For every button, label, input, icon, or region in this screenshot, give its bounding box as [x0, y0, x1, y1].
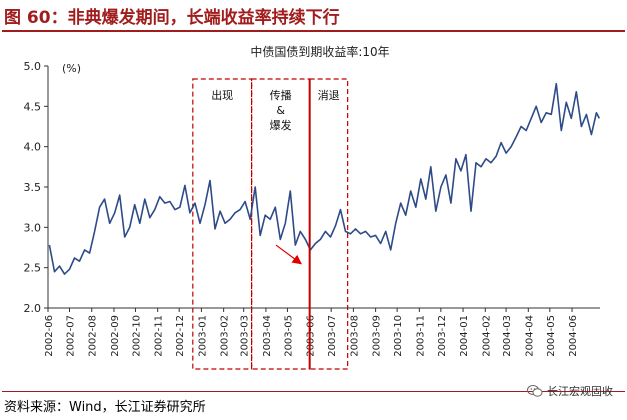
- phase-frame: [309, 78, 349, 370]
- phase-frame: [192, 78, 253, 370]
- series-layer: [48, 82, 601, 275]
- x-tick-label: 2003-06: [306, 315, 317, 357]
- x-tick-label: 2002-12: [175, 315, 186, 357]
- y-tick-label: 2.5: [24, 262, 42, 275]
- x-tick-label: 2004-06: [568, 315, 579, 357]
- x-tick-label: 2002-08: [88, 315, 99, 357]
- x-tick-label: 2004-05: [546, 315, 557, 357]
- footer-rule: [2, 391, 625, 392]
- figure-title: 图 60：非典爆发期间，长端收益率持续下行: [4, 8, 340, 28]
- y-axis-unit-label: (%): [62, 62, 81, 75]
- x-tick-label: 2003-03: [240, 315, 251, 357]
- x-tick-label: 2003-11: [415, 315, 426, 357]
- x-tick-label: 2004-02: [481, 315, 492, 357]
- x-tick-label: 2003-02: [220, 315, 231, 357]
- source-note: 资料来源：Wind，长江证券研究所: [4, 400, 206, 415]
- watermark: 长江宏观固收: [527, 383, 613, 399]
- y-tick-label: 3.5: [24, 181, 42, 194]
- downtrend-arrow: [275, 244, 303, 265]
- y-tick-label: 2.0: [24, 302, 42, 315]
- phase-label: 传播&爆发: [270, 88, 292, 132]
- wechat-icon: [527, 385, 543, 397]
- x-tick-label: 2002-11: [154, 315, 165, 357]
- x-tick-label: 2002-07: [66, 315, 77, 357]
- x-tick-label: 2003-01: [197, 315, 208, 357]
- yield-chart: 中债国债到期收益率:10年 (%) 出现 传播&爆发 消退 2.0 2.5 3.0 3.5…: [24, 44, 601, 370]
- y-tick-label: 3.0: [24, 221, 42, 234]
- title-rule: [2, 30, 625, 32]
- y-tick-label: 5.0: [24, 60, 42, 73]
- x-tick-label: 2004-04: [524, 315, 535, 357]
- x-tick-label: 2003-04: [262, 315, 273, 357]
- series-line-10y-yield: [48, 82, 601, 275]
- x-tick-label: 2003-05: [283, 315, 294, 357]
- overlays: [275, 79, 311, 369]
- phase-label: 消退: [318, 88, 340, 102]
- phase-label: 出现: [211, 88, 233, 102]
- watermark-text: 长江宏观固收: [547, 385, 613, 398]
- x-tick-label: 2002-10: [131, 315, 142, 357]
- x-tick-label: 2003-09: [372, 315, 383, 357]
- x-tick-label: 2002-09: [110, 315, 121, 357]
- x-tick-label: 2003-10: [393, 315, 404, 357]
- y-tick-label: 4.0: [24, 141, 42, 154]
- y-tick-label: 4.5: [24, 100, 42, 113]
- x-tick-label: 2003-08: [349, 315, 360, 357]
- x-tick-label: 2004-01: [459, 315, 470, 357]
- x-tick-label: 2004-03: [502, 315, 513, 357]
- chart-title: 中债国债到期收益率:10年: [250, 44, 389, 59]
- x-tick-label: 2002-06: [44, 315, 55, 357]
- phase-annotations: 出现 传播&爆发 消退: [192, 78, 349, 370]
- axes: 2.0 2.5 3.0 3.5 4.0 4.5 5.0 2002-06 2002-07 2002-…: [24, 60, 600, 357]
- x-tick-label: 2003-07: [327, 315, 338, 357]
- x-tick-label: 2003-12: [437, 315, 448, 357]
